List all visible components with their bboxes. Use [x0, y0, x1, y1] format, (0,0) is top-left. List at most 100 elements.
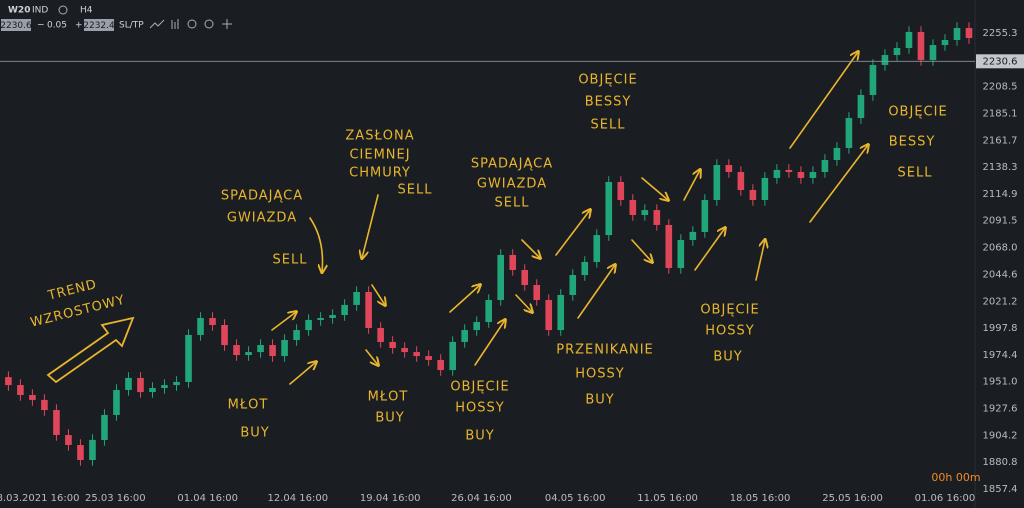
annotation: PRZENIKANIE: [556, 343, 654, 358]
candle-body: [353, 291, 360, 305]
x-tick-label: 18.03.2021 16:00: [0, 493, 79, 504]
candle-body: [473, 322, 480, 331]
candle-body: [761, 177, 769, 200]
candle-body: [377, 327, 384, 342]
plot: [5, 22, 973, 466]
y-tick-label: 1880.8: [983, 457, 1018, 468]
x-tick-label: 25.03 16:00: [85, 493, 146, 504]
candle-body: [773, 169, 781, 178]
candle-body: [869, 64, 877, 96]
candle-body: [533, 285, 541, 301]
annotation-arrow: [309, 217, 323, 272]
x-tick-label: 26.04 16:00: [451, 493, 512, 504]
zoom-out-icon[interactable]: [204, 19, 214, 29]
annotation-arrow: [365, 349, 378, 365]
candle-body: [845, 118, 853, 148]
candle-body: [293, 330, 300, 341]
candle-body: [617, 181, 625, 200]
info-icon[interactable]: [58, 5, 68, 15]
annotation-arrow: [289, 362, 316, 385]
y-tick-label: 1904.2: [983, 430, 1018, 441]
candle-body: [809, 172, 817, 178]
candle-body: [401, 348, 408, 353]
annotation: MŁOT: [228, 398, 269, 413]
y-tick-label: 2138.3: [983, 162, 1018, 173]
candle-body: [629, 199, 637, 215]
candle-body: [665, 224, 673, 269]
candle-body: [701, 199, 709, 232]
candle-body: [593, 235, 601, 262]
annotation-arrow: [449, 285, 480, 313]
x-tick-label: 04.05 16:00: [545, 493, 606, 504]
y-tick-label: 1927.6: [983, 404, 1018, 415]
timeframe[interactable]: H4: [80, 6, 93, 16]
candle-body: [437, 359, 444, 371]
candle-body: [653, 210, 661, 225]
annotation: BESSY: [585, 95, 632, 110]
candle-body: [161, 385, 168, 389]
candle-body: [677, 239, 685, 269]
candle-body: [29, 395, 36, 400]
annotation: SELL: [398, 183, 433, 198]
plus-button[interactable]: +: [75, 21, 83, 31]
candle-body: [497, 254, 505, 301]
annotation-arrow: [694, 228, 725, 271]
candle-body: [413, 352, 420, 357]
current-price-label: 2230.6: [983, 56, 1018, 67]
annotation: SPADAJĄCA: [221, 189, 303, 204]
candle-body: [65, 435, 72, 445]
annotations: TREND WZROSTOWY SPADAJĄCA GWIAZDA SELL M…: [29, 52, 947, 444]
candle-body: [341, 304, 348, 316]
annotation: BUY: [375, 411, 404, 426]
annotation-arrow: [755, 240, 765, 281]
candle-body: [269, 345, 276, 357]
indicator-icon[interactable]: [171, 19, 179, 29]
candle-body: [197, 318, 204, 335]
candle-body: [281, 340, 288, 357]
candle-body: [209, 318, 216, 326]
current-price-box: [976, 54, 1024, 69]
candle-body: [953, 27, 961, 40]
annotation: GWIAZDA: [227, 211, 297, 226]
candle-body: [41, 399, 48, 411]
y-tick-label: 2161.7: [983, 135, 1018, 146]
candle-body: [749, 190, 757, 200]
market[interactable]: IND: [32, 6, 48, 16]
spread[interactable]: 0.05: [47, 21, 67, 31]
candle-body: [941, 39, 949, 46]
symbol[interactable]: W20: [8, 6, 30, 16]
line-tool-icon[interactable]: [149, 19, 165, 29]
annotation-arrow: [641, 177, 668, 200]
candle-body: [461, 330, 468, 342]
countdown: 00h 00m: [931, 471, 980, 484]
sltp-button[interactable]: SL/TP: [119, 21, 144, 31]
annotation: CHMURY: [349, 166, 411, 181]
annotation-arrow: [371, 284, 385, 305]
annotation-arrow: [515, 294, 532, 312]
candle-body: [329, 315, 336, 319]
x-tick-label: 01.06 16:00: [915, 493, 976, 504]
candle-body: [149, 388, 156, 393]
zoom-in-icon[interactable]: [187, 19, 197, 29]
annotation: OBJĘCIE: [578, 73, 637, 88]
annotation: BUY: [240, 426, 269, 441]
candle-body: [365, 291, 372, 328]
bid-box[interactable]: [1, 19, 31, 31]
candle-body: [689, 231, 697, 240]
candle-body: [113, 389, 120, 415]
annotation-arrow: [809, 145, 868, 223]
ask[interactable]: 2232.4: [83, 21, 115, 31]
annotation-arrow: [631, 239, 652, 262]
minus-button[interactable]: −: [37, 21, 45, 31]
annotation: ZASŁONA: [345, 129, 414, 144]
annotation-arrow: [362, 194, 379, 258]
ask-box[interactable]: [84, 19, 114, 31]
candle-body: [857, 95, 865, 119]
x-tick-label: 18.05 16:00: [730, 493, 791, 504]
move-icon[interactable]: [222, 19, 232, 29]
bid[interactable]: 2230.6: [0, 21, 32, 31]
annotation: SELL: [898, 166, 933, 181]
trend-arrow: [46, 316, 135, 384]
annotation: BUY: [713, 350, 742, 365]
